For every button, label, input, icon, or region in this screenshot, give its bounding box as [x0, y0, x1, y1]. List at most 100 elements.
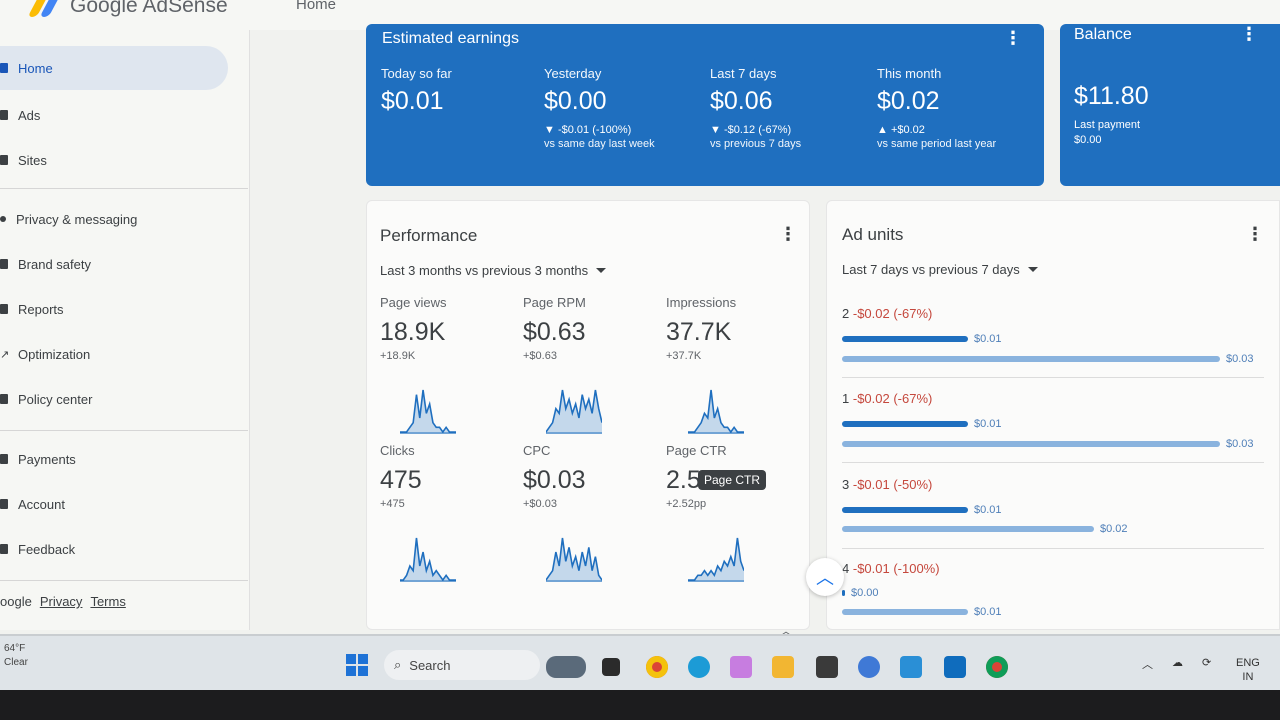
privacy-link[interactable]: Privacy	[39, 594, 83, 609]
sidebar-divider	[0, 188, 248, 189]
metric-change: +$0.03	[523, 498, 557, 510]
page-rpm-sparkline	[546, 389, 602, 434]
metric-label: CPC	[523, 443, 551, 458]
adsense-logo-icon	[27, 0, 62, 17]
sidebar-item-ads[interactable]: Ads	[0, 93, 228, 137]
sidebar-item-privacy-messaging[interactable]: Privacy & messaging	[0, 197, 228, 241]
task-view-icon[interactable]	[602, 658, 620, 676]
payments-icon	[0, 454, 8, 464]
ad-units-range-select[interactable]: Last 7 days vs previous 7 days	[842, 262, 1038, 277]
ad-unit-row[interactable]: 2 -$0.02 (-67%)	[842, 306, 1272, 321]
more-options-icon[interactable]: ⋮	[1240, 24, 1258, 44]
ad-unit-row[interactable]: 3 -$0.01 (-50%)	[842, 477, 1272, 492]
balance-card[interactable]: Balance ⋮ $11.80 Last payment $0.00	[1060, 24, 1280, 186]
sparkline-area	[400, 538, 456, 582]
cloud-icon[interactable]: ☁	[1172, 657, 1183, 669]
ad-unit-previous-bar-row: $0.02	[842, 523, 1128, 535]
more-options-icon[interactable]: ⋮	[1004, 28, 1022, 48]
ad-unit-row[interactable]: 4 -$0.01 (-100%)	[842, 561, 1272, 576]
metric-value: 475	[380, 466, 422, 494]
chrome-icon[interactable]	[986, 656, 1008, 678]
earnings-today[interactable]: Today so far $0.01	[381, 66, 452, 116]
weather-widget[interactable]: 64°F Clear	[4, 642, 28, 670]
last-payment-value: $0.00	[1074, 134, 1102, 146]
last-payment-label: Last payment	[1074, 119, 1141, 131]
file-explorer-icon[interactable]	[772, 656, 794, 678]
balance-value: $11.80	[1074, 82, 1149, 110]
edge-icon[interactable]	[688, 656, 710, 678]
lang-primary: ENG	[1236, 657, 1260, 669]
metric-label: Yesterday	[544, 66, 602, 81]
metric-value: 2.5	[666, 466, 701, 494]
app-icon[interactable]	[816, 656, 838, 678]
balance-title: Balance	[1074, 26, 1132, 43]
estimated-earnings-card: Estimated earnings ⋮ Today so far $0.01 …	[366, 24, 1044, 186]
sparkline-line	[546, 537, 602, 581]
remote-desktop-icon[interactable]	[900, 656, 922, 678]
sidebar-item-policy-center[interactable]: Policy center	[0, 377, 228, 421]
sidebar-item-label: Feedback	[18, 541, 76, 557]
current-period-bar	[842, 507, 968, 513]
outlook-icon[interactable]	[944, 656, 966, 678]
sidebar-item-reports[interactable]: Reports	[0, 287, 228, 331]
metric-cpc[interactable]: CPC $0.03 +$0.03	[523, 443, 653, 510]
windows-taskbar: 64°F Clear ⌕ Search ︿ ☁ ⟳ ENG IN	[0, 634, 1280, 690]
scroll-to-top-button[interactable]: ︿	[806, 558, 844, 596]
earnings-yesterday[interactable]: Yesterday $0.00 ▼ -$0.01 (-100%) vs same…	[544, 66, 655, 150]
range-label: Last 3 months vs previous 3 months	[380, 263, 589, 278]
sites-icon	[0, 155, 8, 165]
copilot-icon[interactable]	[730, 656, 752, 678]
dropdown-caret-icon	[596, 268, 607, 273]
earnings-this-month[interactable]: This month $0.02 ▲ +$0.02 vs same period…	[877, 66, 996, 150]
metric-value: $0.00	[544, 87, 607, 115]
search-label: Search	[409, 657, 451, 673]
chrome-icon[interactable]	[646, 656, 668, 678]
ad-unit-divider	[842, 377, 1264, 378]
windows-start-icon[interactable]	[346, 654, 368, 676]
metric-compare: vs same day last week	[544, 138, 655, 150]
sidebar-item-account[interactable]: Account	[0, 482, 228, 526]
sparkline-area	[546, 390, 602, 434]
metric-page-rpm[interactable]: Page RPM $0.63 +$0.63	[523, 295, 653, 362]
footer-brand: oogle	[0, 594, 32, 609]
ad-unit-previous-bar-row: $0.01	[842, 606, 1002, 618]
impressions-sparkline	[688, 389, 744, 434]
metric-page-ctr[interactable]: Page CTR 2.5 +2.52pp	[666, 443, 796, 510]
sync-icon[interactable]: ⟳	[1202, 657, 1212, 669]
metric-page-views[interactable]: Page views 18.9K +18.9K	[380, 295, 510, 362]
metric-value: 37.7K	[666, 318, 732, 346]
screen-bezel	[0, 690, 1280, 720]
weather-temp: 64°F	[4, 643, 26, 654]
performance-range-select[interactable]: Last 3 months vs previous 3 months	[380, 263, 607, 278]
ad-unit-header: 2 -$0.02 (-67%)	[842, 306, 933, 321]
ad-unit-row[interactable]: 1 -$0.02 (-67%)	[842, 391, 1272, 406]
tray-expand-icon[interactable]: ︿	[1142, 659, 1153, 671]
reports-icon	[0, 304, 8, 314]
performance-card	[366, 200, 810, 630]
sidebar-item-brand-safety[interactable]: Brand safety	[0, 242, 228, 286]
page-ctr-sparkline	[688, 537, 744, 582]
taskbar-search[interactable]: ⌕ Search	[384, 650, 540, 680]
sidebar-item-label: Account	[18, 496, 65, 512]
metric-impressions[interactable]: Impressions 37.7K +37.7K	[666, 295, 796, 362]
metric-clicks[interactable]: Clicks 475 +475	[380, 443, 510, 510]
more-options-icon[interactable]: ⋮	[779, 224, 797, 244]
sparkline-area	[400, 390, 456, 434]
app-icon[interactable]	[858, 656, 880, 678]
sidebar-item-feedback[interactable]: Feedback	[0, 527, 228, 571]
earnings-last-7-days[interactable]: Last 7 days $0.06 ▼ -$0.12 (-67%) vs pre…	[710, 66, 801, 150]
language-indicator[interactable]: ENG IN	[1236, 656, 1260, 684]
sidebar-item-optimization[interactable]: ↗ Optimization	[0, 332, 228, 376]
previous-value-label: $0.02	[1100, 523, 1128, 535]
sidebar-item-home[interactable]: Home	[0, 46, 228, 90]
terms-link[interactable]: Terms	[90, 594, 126, 609]
adsense-logo[interactable]: Google AdSense	[27, 0, 228, 18]
current-value-label: $0.01	[974, 418, 1002, 430]
ad-unit-header: 1 -$0.02 (-67%)	[842, 391, 933, 406]
more-options-icon[interactable]: ⋮	[1246, 224, 1264, 244]
metric-change: +2.52pp	[666, 498, 707, 510]
widgets-icon[interactable]	[546, 656, 586, 678]
sidebar-item-payments[interactable]: Payments	[0, 437, 228, 481]
sidebar-item-sites[interactable]: Sites	[0, 138, 228, 182]
metric-label: Clicks	[380, 443, 415, 458]
